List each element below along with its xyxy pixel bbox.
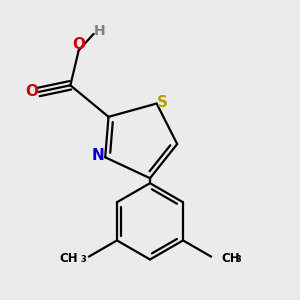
Text: N: N [92,148,104,163]
Text: S: S [157,95,168,110]
Text: O: O [25,84,38,99]
Text: O: O [72,37,85,52]
Text: CH: CH [222,252,240,265]
Text: CH: CH [59,252,78,265]
Text: 3: 3 [80,255,86,264]
Text: 3: 3 [235,255,241,264]
Text: H: H [94,24,105,38]
